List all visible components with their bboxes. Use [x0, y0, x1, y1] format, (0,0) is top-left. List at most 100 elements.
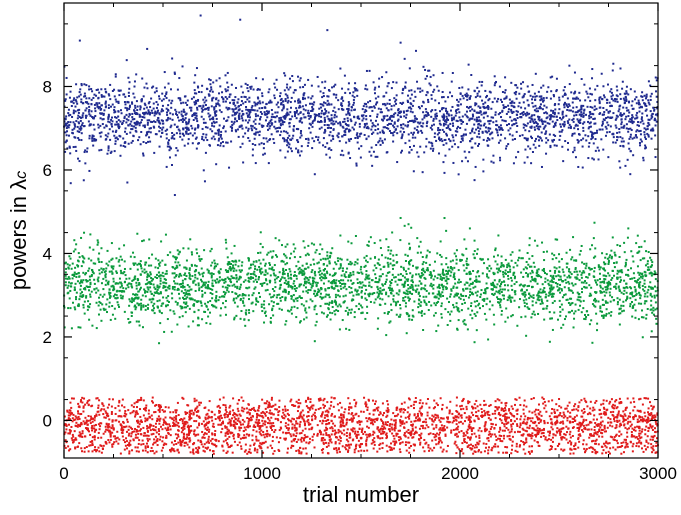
data-point	[125, 113, 128, 116]
data-point	[515, 90, 518, 93]
data-point	[589, 248, 592, 251]
data-point	[624, 261, 627, 264]
data-point	[604, 134, 607, 137]
data-point	[67, 307, 70, 310]
data-point	[526, 275, 529, 278]
data-point	[504, 76, 507, 79]
data-point	[533, 126, 536, 129]
data-point	[295, 287, 298, 290]
data-point	[446, 266, 449, 269]
data-point	[74, 136, 77, 139]
data-point	[465, 295, 468, 298]
data-point	[381, 129, 384, 132]
data-point	[525, 114, 528, 117]
data-point	[634, 117, 637, 120]
data-point	[253, 132, 256, 135]
data-point	[408, 120, 411, 123]
data-point	[314, 113, 317, 116]
data-point	[82, 261, 85, 264]
data-point	[195, 112, 198, 115]
data-point	[281, 296, 284, 298]
data-point	[304, 267, 307, 270]
data-point	[542, 84, 545, 87]
data-point	[174, 258, 177, 261]
data-point	[182, 118, 185, 121]
data-point	[264, 270, 267, 273]
data-point	[308, 117, 311, 120]
data-point	[477, 105, 480, 108]
data-point	[589, 92, 592, 95]
data-point	[322, 257, 325, 260]
data-point	[631, 116, 634, 119]
data-point	[381, 298, 384, 301]
data-point	[520, 82, 523, 85]
data-point	[379, 137, 382, 140]
data-point	[397, 108, 400, 111]
data-point	[453, 266, 456, 269]
data-point	[564, 278, 567, 281]
data-point	[643, 94, 646, 97]
data-point	[565, 103, 568, 106]
data-point	[312, 103, 315, 106]
data-point	[524, 112, 527, 115]
data-point	[97, 258, 100, 261]
data-point	[226, 276, 229, 279]
data-point	[75, 272, 78, 275]
data-point	[625, 123, 628, 126]
data-point	[108, 94, 111, 97]
data-point	[67, 121, 70, 124]
data-point	[397, 273, 400, 276]
data-point	[465, 122, 468, 125]
data-point	[492, 281, 495, 284]
data-point	[365, 254, 368, 257]
data-point	[247, 137, 250, 140]
data-point	[327, 117, 330, 120]
data-point	[104, 276, 107, 279]
data-point	[295, 275, 298, 278]
data-point	[231, 124, 234, 127]
data-point	[409, 110, 412, 113]
data-point	[379, 111, 382, 114]
data-point	[566, 106, 569, 109]
data-point	[100, 148, 103, 151]
data-point	[375, 144, 378, 147]
data-point	[476, 118, 479, 121]
data-point	[399, 102, 402, 104]
data-point	[175, 147, 178, 150]
data-point	[238, 275, 241, 278]
data-point	[335, 115, 338, 118]
data-point	[276, 111, 279, 114]
data-point	[399, 130, 402, 133]
data-point	[302, 86, 305, 89]
data-point	[506, 271, 509, 274]
data-point	[388, 271, 391, 274]
data-point	[110, 242, 113, 245]
data-point	[413, 127, 416, 130]
data-point	[481, 99, 484, 102]
data-point	[620, 291, 623, 294]
data-point	[442, 294, 445, 297]
data-point	[358, 117, 361, 120]
data-point	[471, 281, 474, 284]
data-point	[638, 110, 641, 113]
data-point	[472, 115, 475, 118]
data-point	[232, 108, 235, 111]
data-point	[290, 150, 293, 153]
data-point	[473, 109, 476, 112]
data-point	[425, 125, 428, 128]
data-point	[248, 139, 251, 142]
data-point	[478, 119, 481, 122]
data-point	[136, 120, 139, 123]
data-point	[313, 270, 316, 273]
data-point	[119, 286, 122, 289]
data-point	[409, 292, 412, 295]
data-point	[303, 92, 306, 95]
data-point	[216, 102, 219, 105]
data-point	[551, 317, 554, 320]
data-point	[311, 109, 314, 112]
data-point	[215, 300, 218, 303]
data-point	[433, 88, 436, 91]
data-point	[405, 113, 408, 116]
data-point	[552, 295, 555, 298]
data-point	[193, 103, 196, 106]
